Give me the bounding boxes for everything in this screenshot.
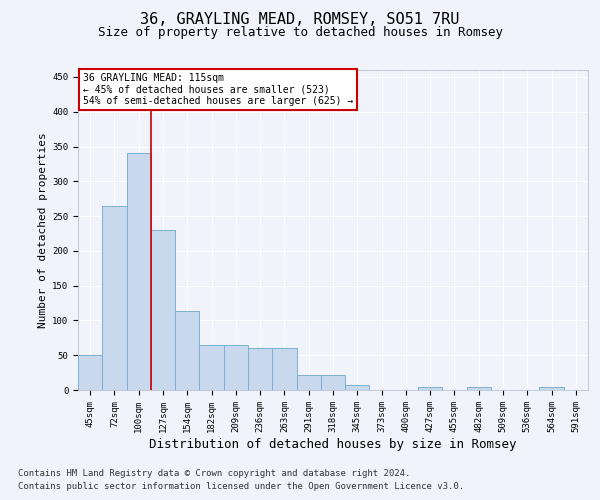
Bar [248,348,272,390]
Bar [78,355,102,390]
Text: 36, GRAYLING MEAD, ROMSEY, SO51 7RU: 36, GRAYLING MEAD, ROMSEY, SO51 7RU [140,12,460,28]
Bar [102,206,127,390]
Text: Contains HM Land Registry data © Crown copyright and database right 2024.: Contains HM Land Registry data © Crown c… [18,468,410,477]
Bar [321,374,345,390]
Bar [345,385,370,390]
Bar [224,345,248,390]
Bar [175,312,199,390]
Text: Contains public sector information licensed under the Open Government Licence v3: Contains public sector information licen… [18,482,464,491]
Text: Size of property relative to detached houses in Romsey: Size of property relative to detached ho… [97,26,503,39]
X-axis label: Distribution of detached houses by size in Romsey: Distribution of detached houses by size … [149,438,517,450]
Text: 36 GRAYLING MEAD: 115sqm
← 45% of detached houses are smaller (523)
54% of semi-: 36 GRAYLING MEAD: 115sqm ← 45% of detach… [83,73,353,106]
Bar [539,386,564,390]
Bar [296,374,321,390]
Bar [127,154,151,390]
Bar [199,345,224,390]
Bar [272,348,296,390]
Bar [151,230,175,390]
Y-axis label: Number of detached properties: Number of detached properties [38,132,48,328]
Bar [418,386,442,390]
Bar [467,386,491,390]
